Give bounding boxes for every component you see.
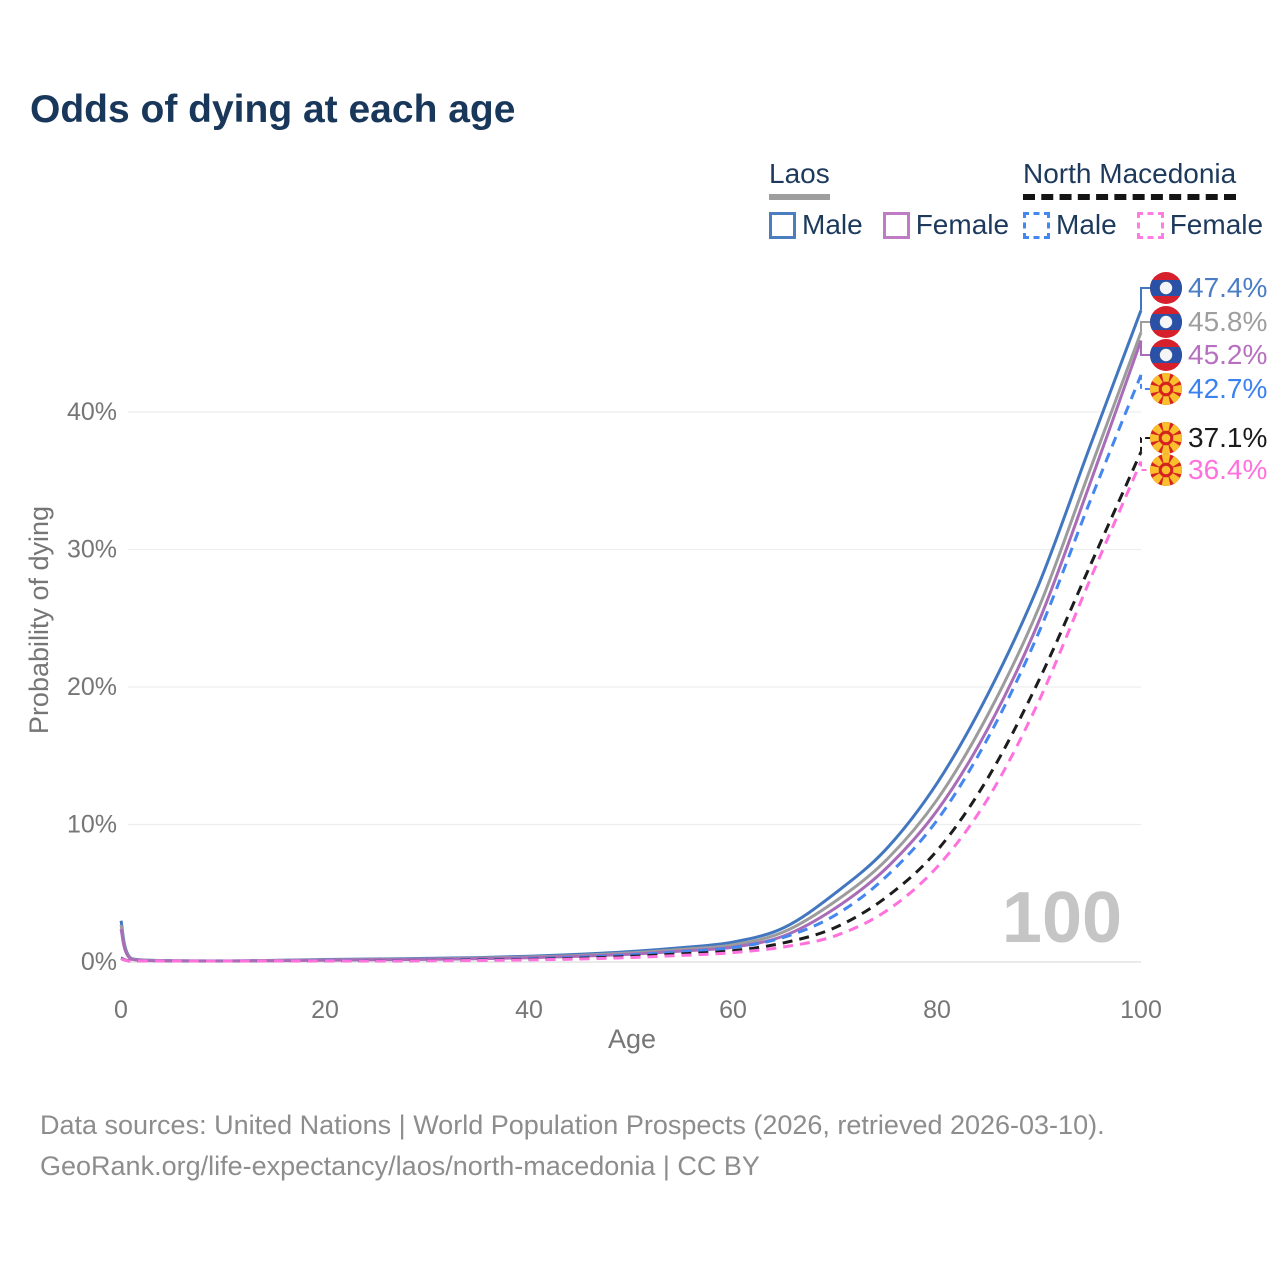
gridlines <box>128 411 1141 963</box>
series-line <box>119 309 1143 963</box>
x-tick-100: 100 <box>1120 996 1162 1024</box>
end-label-flags <box>1149 272 1183 487</box>
y-tick-10: 10% <box>67 811 117 839</box>
footer: Data sources: United Nations | World Pop… <box>40 1105 1105 1187</box>
end-label-connector <box>1140 340 1150 356</box>
end-label-nm-female: 36.4% <box>1188 454 1267 485</box>
legend-laos-title: Laos <box>769 158 830 200</box>
y-tick-40: 40% <box>67 398 117 426</box>
end-label-connector <box>1140 287 1150 311</box>
series-line <box>120 451 1143 963</box>
north-macedonia-male-swatch-icon[interactable] <box>1023 211 1050 239</box>
legend-north-macedonia-female[interactable]: Female <box>1169 209 1264 240</box>
attribution-line: GeoRank.org/life-expectancy/laos/north-m… <box>40 1151 760 1181</box>
laos-flag-icon <box>1150 306 1182 338</box>
legend-north-macedonia: North Macedonia Male Female <box>1023 158 1280 241</box>
end-label-connector <box>1140 374 1150 390</box>
end-label-connector <box>1140 461 1150 471</box>
legend-laos-female[interactable]: Female <box>915 209 1010 240</box>
laos-male-swatch-icon[interactable] <box>769 211 796 239</box>
end-label-connector <box>1140 321 1150 333</box>
north-macedonia-flag-icon <box>1149 453 1183 487</box>
laos-flag-icon <box>1150 339 1182 371</box>
series-line <box>120 374 1143 963</box>
x-tick-80: 80 <box>923 996 951 1024</box>
end-labels: 47.4% 45.8% 45.2% 42.7% 37.1% 36.4% <box>1188 272 1267 485</box>
end-label-nm-male: 42.7% <box>1188 373 1267 404</box>
series-line <box>120 460 1143 963</box>
series-line <box>119 331 1143 963</box>
legend-north-macedonia-title: North Macedonia <box>1023 158 1237 200</box>
north-macedonia-flag-icon <box>1149 372 1183 406</box>
x-tick-60: 60 <box>719 996 747 1024</box>
end-label-connectors <box>1140 287 1150 471</box>
y-axis-ticks: 40% 30% 20% 10% 0% <box>67 398 117 976</box>
end-label-laos-both: 45.8% <box>1188 306 1267 337</box>
north-macedonia-flag-icon <box>1149 421 1183 455</box>
north-macedonia-female-swatch-icon[interactable] <box>1136 211 1164 239</box>
series-curves <box>119 309 1143 963</box>
laos-flag-icon <box>1150 272 1182 304</box>
end-label-nm-both: 37.1% <box>1188 422 1267 453</box>
laos-female-swatch-icon[interactable] <box>882 211 910 239</box>
age-watermark: 100 <box>1002 878 1122 958</box>
x-tick-0: 0 <box>114 996 128 1024</box>
y-axis-title: Probability of dying <box>24 506 54 734</box>
x-tick-40: 40 <box>515 996 543 1024</box>
legend-laos: Laos Male Female <box>769 158 1029 241</box>
y-tick-30: 30% <box>67 536 117 564</box>
x-axis-title: Age <box>608 1024 656 1054</box>
end-label-laos-male: 47.4% <box>1188 272 1267 303</box>
y-tick-20: 20% <box>67 673 117 701</box>
legend-laos-male[interactable]: Male <box>802 209 863 240</box>
x-tick-20: 20 <box>311 996 339 1024</box>
series-line <box>119 339 1143 963</box>
page-title: Odds of dying at each age <box>30 88 516 131</box>
data-sources-line: Data sources: United Nations | World Pop… <box>40 1110 1105 1140</box>
legend-north-macedonia-male[interactable]: Male <box>1056 209 1117 240</box>
end-label-connector <box>1140 437 1150 452</box>
x-axis-ticks: 0 20 40 60 80 100 <box>114 996 1162 1024</box>
end-label-laos-female: 45.2% <box>1188 339 1267 370</box>
y-tick-0: 0% <box>81 948 117 976</box>
